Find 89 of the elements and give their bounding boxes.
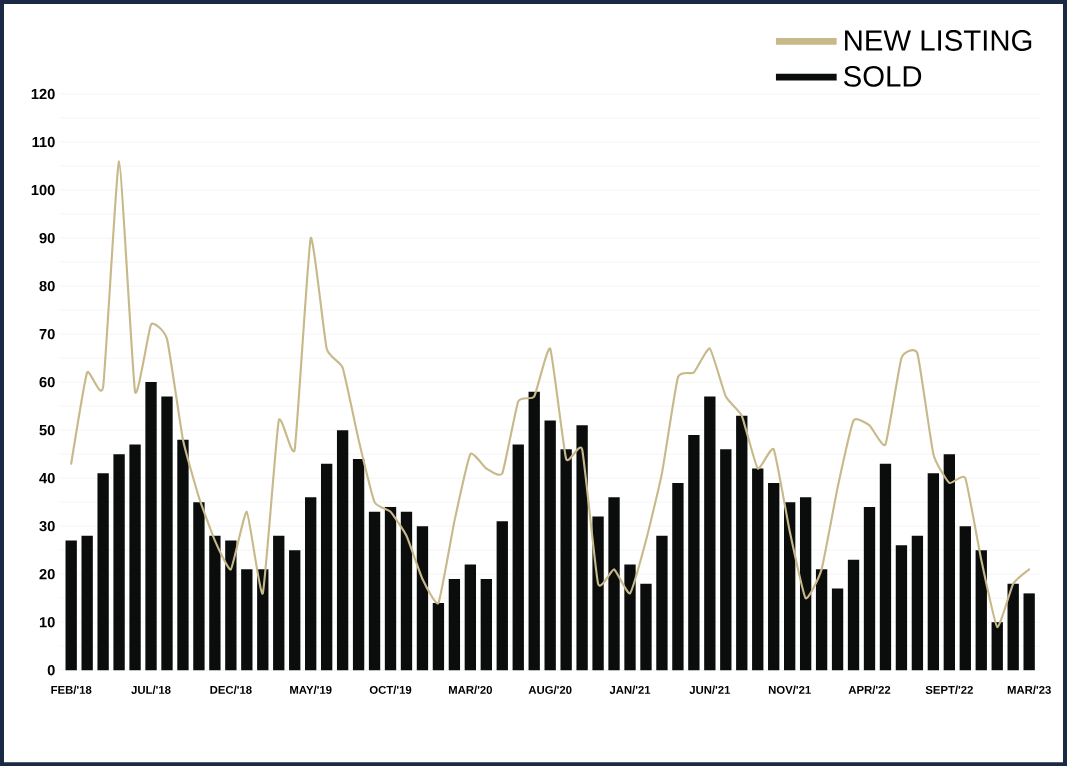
bar [97, 473, 109, 671]
y-tick-label: 50 [39, 424, 55, 436]
bar [704, 396, 716, 671]
y-tick-label: 120 [31, 88, 55, 100]
bar [768, 482, 780, 671]
bar [799, 497, 812, 671]
bar [991, 622, 1003, 671]
bar [736, 415, 748, 671]
x-tick-label: OCT/'19 [369, 685, 412, 694]
bar [911, 535, 924, 671]
bar [576, 425, 588, 671]
bar [640, 583, 652, 671]
legend-label: NEW LISTING [845, 29, 1032, 51]
bar [496, 521, 508, 671]
bar [1023, 593, 1035, 671]
bar [512, 444, 524, 671]
bar [1007, 583, 1019, 671]
bar [193, 502, 205, 671]
bar [273, 535, 285, 671]
y-tick-label: 10 [39, 616, 55, 628]
x-tick-label: SEPT/'22 [925, 685, 973, 694]
bar [161, 396, 173, 671]
bar [416, 526, 429, 671]
x-tick-label: MAY/'19 [290, 685, 332, 694]
bar [432, 602, 445, 671]
bar [81, 535, 93, 671]
x-tick-label: MAR/'20 [448, 685, 493, 694]
bar [544, 420, 556, 671]
line-series [70, 160, 1031, 628]
bar [943, 454, 955, 671]
y-tick-label: 100 [31, 184, 55, 196]
bar [145, 382, 157, 671]
x-tick-label: FEB/'18 [51, 685, 92, 694]
bar [592, 516, 604, 671]
bar [336, 430, 349, 671]
bar [480, 578, 492, 671]
bar [959, 526, 971, 671]
bar [927, 473, 940, 671]
bar [831, 588, 844, 671]
x-tick-label: NOV/'21 [768, 685, 811, 694]
bar [847, 559, 860, 671]
x-tick-label: DEC/'18 [210, 685, 252, 694]
bar [305, 497, 317, 671]
bar [656, 535, 668, 671]
y-tick-label: 80 [39, 280, 55, 292]
bar [400, 511, 413, 671]
bar [528, 391, 540, 671]
bar [320, 463, 333, 671]
bar [289, 550, 301, 671]
bar [384, 506, 397, 671]
bar [177, 439, 189, 671]
bar [720, 449, 732, 671]
bar [784, 502, 796, 671]
legend-label: SOLD [844, 65, 922, 87]
bar [624, 564, 636, 671]
bar [113, 454, 125, 671]
x-tick-label: JAN/'21 [609, 685, 651, 694]
y-tick-label: 30 [39, 520, 55, 532]
y-tick-label: 0 [47, 664, 55, 676]
bar [752, 468, 764, 671]
bar [608, 497, 620, 671]
bar [672, 482, 684, 671]
bar [863, 506, 876, 671]
y-tick-label: 110 [32, 136, 55, 148]
bar [209, 535, 221, 671]
x-tick-label: JUL/'18 [131, 685, 171, 694]
bar [129, 444, 141, 671]
x-tick-label: JUN/'21 [689, 685, 731, 694]
bar [464, 564, 477, 671]
bar [560, 449, 572, 671]
y-tick-label: 60 [39, 376, 55, 388]
bar [879, 463, 892, 671]
y-tick-label: 20 [39, 568, 55, 580]
bar [225, 540, 237, 671]
x-tick-label: APR/'22 [848, 685, 891, 694]
bar [448, 578, 461, 671]
bar [895, 545, 908, 671]
bar [688, 434, 700, 671]
y-tick-label: 40 [39, 472, 55, 484]
bar [975, 550, 987, 671]
y-tick-label: 90 [39, 232, 55, 244]
y-tick-label: 70 [39, 328, 55, 340]
x-tick-label: AUG/'20 [528, 685, 572, 694]
bar [815, 569, 828, 671]
bar [241, 569, 253, 671]
bar [352, 458, 365, 671]
x-tick-label: MAR/'23 [1007, 685, 1051, 694]
bar [65, 540, 77, 671]
bar [368, 511, 381, 671]
